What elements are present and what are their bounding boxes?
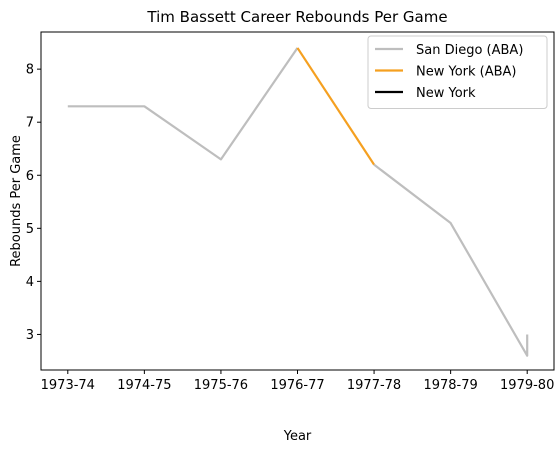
legend-label: New York [416,86,476,101]
y-tick-label: 7 [26,116,34,131]
y-tick-label: 3 [26,328,34,343]
legend-label: San Diego (ABA) [416,43,523,58]
x-tick-label: 1977-78 [347,378,401,393]
y-axis: 3 4 5 6 7 8 [26,63,41,343]
y-axis-title: Rebounds Per Game [9,135,24,267]
y-tick-label: 5 [26,222,34,237]
x-tick-label: 1973-74 [41,378,95,393]
x-axis-title: Year [283,429,312,444]
series-line [374,165,527,356]
x-tick-label: 1978-79 [423,378,477,393]
series-line [68,48,298,159]
x-tick-label: 1974-75 [117,378,171,393]
y-tick-label: 6 [26,169,34,184]
legend: San Diego (ABA) New York (ABA) New York [368,36,547,109]
series-line [298,48,375,165]
y-tick-label: 4 [26,275,34,290]
x-tick-label: 1976-77 [270,378,324,393]
y-tick-label: 8 [26,63,34,78]
x-tick-label: 1975-76 [194,378,248,393]
x-tick-label: 1979-80 [500,378,554,393]
legend-label: New York (ABA) [416,65,517,80]
x-axis: 1973-74 1974-75 1975-76 1976-77 1977-78 1978-… [41,370,555,393]
chart-title: Tim Bassett Career Rebounds Per Game [146,8,447,26]
